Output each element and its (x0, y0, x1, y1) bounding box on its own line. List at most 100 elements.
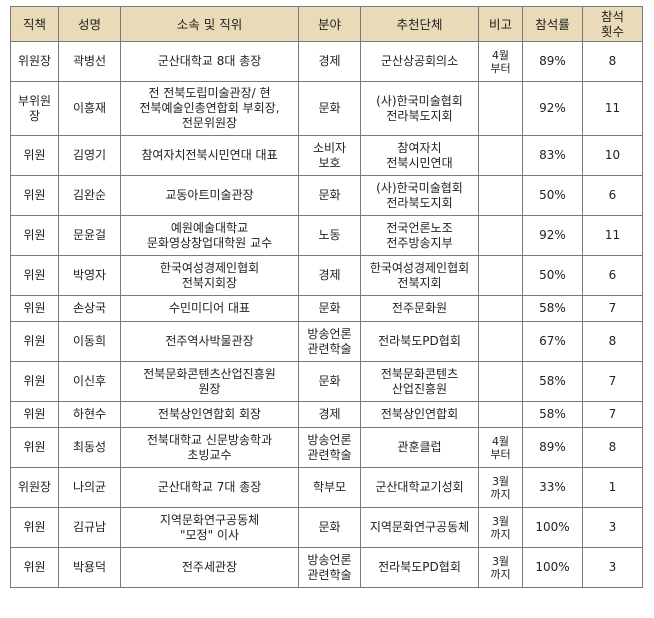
cell-recommender-text: 전라북도PD협회 (378, 560, 461, 574)
cell-affiliation: 군산대학교 8대 총장 (120, 41, 299, 82)
header-attendance-rate: 참석률 (522, 6, 583, 42)
cell-name: 박용덕 (58, 547, 121, 588)
cell-affiliation-text: 전북문화콘텐츠산업진흥원 원장 (143, 366, 276, 396)
cell-recommender-text: 전북문화콘텐츠 산업진흥원 (380, 366, 459, 396)
cell-affiliation-text: 군산대학교 8대 총장 (157, 54, 262, 68)
cell-note (478, 215, 523, 256)
cell-field: 문화 (298, 81, 361, 136)
cell-field-text: 문화 (318, 374, 341, 388)
cell-note (478, 255, 523, 296)
cell-note-text: 4월 부터 (490, 434, 511, 461)
cell-field-text: 경제 (318, 407, 341, 421)
member-table-container: 직책 성명 소속 및 직위 분야 추천단체 비고 참석률 참석 횟수 위원장 곽병선 군산대학교 … (10, 6, 643, 588)
cell-position-text: 위원 (23, 374, 46, 388)
cell-note (478, 175, 523, 216)
cell-position: 부위원 장 (10, 81, 59, 136)
cell-affiliation-text: 수민미디어 대표 (168, 301, 251, 315)
cell-attendance-count: 11 (582, 81, 643, 136)
cell-field: 경제 (298, 401, 361, 428)
cell-field-text: 문화 (318, 101, 341, 115)
cell-name: 이흥재 (58, 81, 121, 136)
cell-recommender-text: 전라북도PD협회 (378, 334, 461, 348)
cell-field: 학부모 (298, 467, 361, 508)
cell-recommender-text: 한국여성경제인협회 전북지회 (369, 260, 470, 290)
cell-name-text: 박용덕 (72, 560, 107, 574)
cell-affiliation: 전북문화콘텐츠산업진흥원 원장 (120, 361, 299, 402)
cell-recommender: 한국여성경제인협회 전북지회 (360, 255, 479, 296)
cell-attendance-count-text: 7 (608, 301, 617, 315)
cell-note: 4월 부터 (478, 427, 523, 468)
cell-field-text: 방송언론 관련학술 (307, 432, 352, 462)
cell-attendance-count: 8 (582, 321, 643, 362)
cell-position: 위원 (10, 427, 59, 468)
cell-affiliation: 한국여성경제인협회 전북지회장 (120, 255, 299, 296)
cell-attendance-rate: 100% (522, 547, 583, 588)
cell-attendance-count-text: 7 (608, 407, 617, 421)
header-attendance-rate-label: 참석률 (535, 16, 570, 32)
cell-note (478, 135, 523, 176)
cell-name-text: 하현수 (72, 407, 107, 421)
cell-attendance-rate-text: 58% (539, 301, 566, 315)
cell-position-text: 위원 (23, 268, 46, 282)
cell-recommender-text: (사)한국미술협회 전라북도지회 (376, 180, 463, 210)
cell-name: 이신후 (58, 361, 121, 402)
cell-attendance-rate-text: 58% (539, 374, 566, 388)
cell-recommender-text: 전북상인연합회 (380, 407, 459, 421)
cell-affiliation: 전주세관장 (120, 547, 299, 588)
cell-field-text: 문화 (318, 301, 341, 315)
cell-field-text: 노동 (318, 228, 341, 242)
table-row: 위원 박영자 한국여성경제인협회 전북지회장 경제 한국여성경제인협회 전북지회 50% 6 (10, 255, 643, 296)
cell-attendance-rate-text: 89% (539, 54, 566, 68)
table-row: 위원장 곽병선 군산대학교 8대 총장 경제 군산상공회의소 4월 부터 89% 8 (10, 41, 643, 82)
cell-position: 위원 (10, 295, 59, 322)
cell-note: 3월 까지 (478, 507, 523, 548)
cell-attendance-count-text: 8 (608, 440, 617, 454)
cell-recommender: 군산상공회의소 (360, 41, 479, 82)
cell-field: 문화 (298, 507, 361, 548)
cell-attendance-rate-text: 50% (539, 268, 566, 282)
cell-name-text: 이동희 (72, 334, 107, 348)
cell-recommender-text: 전주문화원 (391, 301, 448, 315)
cell-field-text: 학부모 (312, 480, 347, 494)
cell-position-text: 위원 (23, 228, 46, 242)
cell-affiliation-text: 교동아트미술관장 (165, 188, 254, 202)
cell-attendance-rate-text: 92% (539, 101, 566, 115)
cell-note (478, 295, 523, 322)
cell-position: 위원 (10, 255, 59, 296)
header-note-label: 비고 (488, 16, 512, 32)
cell-note (478, 361, 523, 402)
cell-affiliation: 전북대학교 신문방송학과 초빙교수 (120, 427, 299, 468)
header-affiliation: 소속 및 직위 (120, 6, 299, 42)
cell-attendance-rate: 33% (522, 467, 583, 508)
cell-affiliation: 참여자치전북시민연대 대표 (120, 135, 299, 176)
cell-attendance-count-text: 8 (608, 54, 617, 68)
cell-name: 김완순 (58, 175, 121, 216)
cell-attendance-count: 3 (582, 547, 643, 588)
cell-affiliation-text: 군산대학교 7대 총장 (157, 480, 262, 494)
cell-note-text: 3월 까지 (490, 474, 511, 501)
cell-name: 하현수 (58, 401, 121, 428)
header-field-label: 분야 (317, 16, 341, 32)
cell-field: 문화 (298, 175, 361, 216)
header-recommender: 추천단체 (360, 6, 479, 42)
cell-affiliation-text: 참여자치전북시민연대 대표 (141, 148, 278, 162)
cell-name-text: 손상국 (72, 301, 107, 315)
cell-recommender: 관훈클럽 (360, 427, 479, 468)
cell-attendance-count: 10 (582, 135, 643, 176)
cell-affiliation-text: 전북대학교 신문방송학과 초빙교수 (146, 432, 273, 462)
cell-position: 위원 (10, 321, 59, 362)
cell-attendance-count: 1 (582, 467, 643, 508)
cell-attendance-rate: 92% (522, 215, 583, 256)
cell-field: 노동 (298, 215, 361, 256)
cell-field-text: 소비자 보호 (312, 140, 347, 170)
cell-affiliation: 전 전북도립미술관장/ 현 전북예술인총연합회 부회장, 전문위원장 (120, 81, 299, 136)
cell-field-text: 문화 (318, 188, 341, 202)
table-row: 위원 이동희 전주역사박물관장 방송언론 관련학술 전라북도PD협회 67% 8 (10, 321, 643, 362)
cell-attendance-rate-text: 100% (535, 560, 570, 574)
header-attendance-count-label: 참석 횟수 (600, 9, 624, 39)
cell-affiliation-text: 전주세관장 (181, 560, 238, 574)
cell-position-text: 부위원 장 (17, 93, 52, 123)
cell-attendance-count: 7 (582, 361, 643, 402)
cell-name: 문윤걸 (58, 215, 121, 256)
cell-position-text: 위원 (23, 334, 46, 348)
